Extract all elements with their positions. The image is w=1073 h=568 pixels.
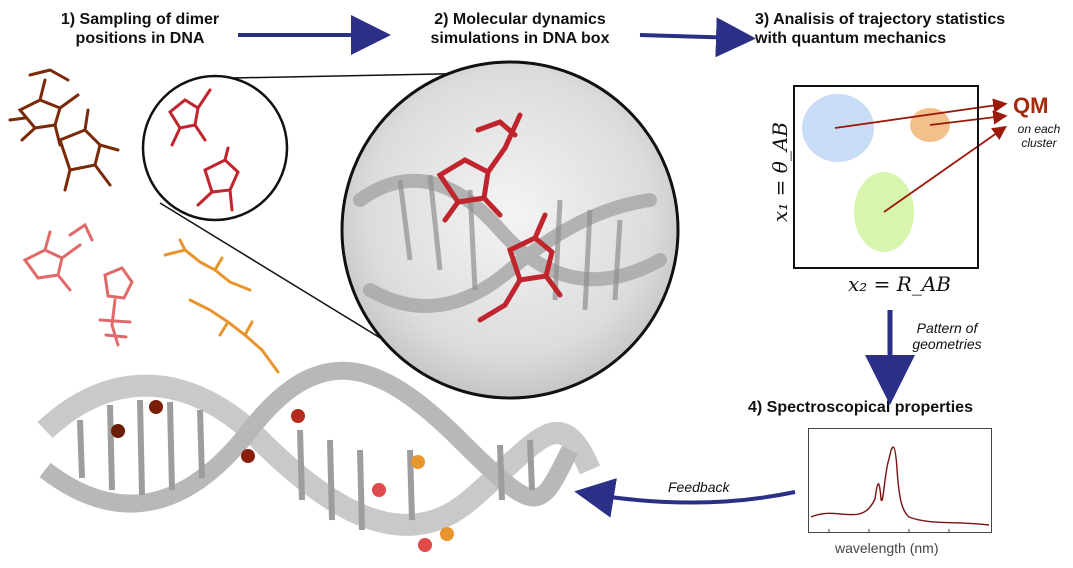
sampled-dimer-circle — [141, 74, 289, 222]
qm-label: QM — [1013, 93, 1049, 118]
step-2-title: 2) Molecular dynamics simulations in DNA… — [430, 11, 610, 47]
flow-arrow-2-3 — [639, 17, 756, 58]
cluster-plot-frame — [793, 85, 979, 269]
step-3-title: 3) Analisis of trajectory statistics wit… — [755, 11, 1006, 47]
dna-helix — [37, 361, 601, 552]
spectrum-x-label: wavelength (nm) — [835, 540, 939, 556]
spectrum-plot — [810, 446, 990, 532]
qm-arrows — [834, 98, 1008, 213]
dimer-cluster-pink-1 — [22, 222, 94, 292]
step-1-title: 1) Sampling of dimer positions in DNA — [60, 11, 220, 47]
spectrum-panel — [808, 428, 992, 533]
plot-x-label: x₂ = R_AB — [848, 272, 951, 296]
md-simulation-circle — [340, 60, 680, 400]
qm-sublabel: on each cluster — [1017, 122, 1061, 150]
step-4-title: 4) Spectroscopical properties — [748, 399, 973, 416]
feedback-label: Feedback — [668, 479, 730, 495]
dimer-cluster-dark — [8, 68, 120, 192]
dimer-cluster-pink-2 — [98, 266, 134, 347]
dimer-cluster-orange — [163, 238, 280, 374]
plot-y-label: x₁ = θ_AB — [768, 122, 792, 222]
pattern-of-geometries-label: Pattern of geometries — [912, 320, 982, 352]
feedback-arrow — [574, 478, 796, 518]
zoom-line-bottom — [159, 202, 401, 351]
dna-dye-positions — [111, 400, 454, 552]
